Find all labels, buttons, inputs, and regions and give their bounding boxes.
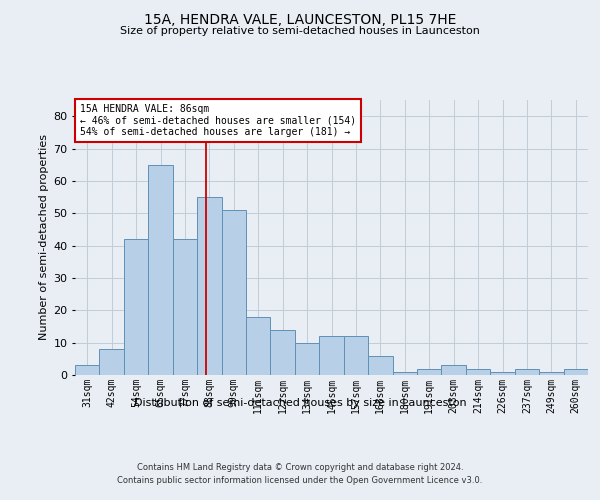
Bar <box>173 239 197 375</box>
Text: 15A HENDRA VALE: 86sqm
← 46% of semi-detached houses are smaller (154)
54% of se: 15A HENDRA VALE: 86sqm ← 46% of semi-det… <box>80 104 356 138</box>
Bar <box>319 336 344 375</box>
Bar <box>75 366 100 375</box>
Bar <box>100 349 124 375</box>
Text: Size of property relative to semi-detached houses in Launceston: Size of property relative to semi-detach… <box>120 26 480 36</box>
Bar <box>271 330 295 375</box>
Text: Distribution of semi-detached houses by size in Launceston: Distribution of semi-detached houses by … <box>134 398 466 407</box>
Bar <box>392 372 417 375</box>
Bar <box>221 210 246 375</box>
Bar <box>246 317 271 375</box>
Bar <box>148 164 173 375</box>
Bar <box>295 342 319 375</box>
Bar <box>197 197 221 375</box>
Bar <box>344 336 368 375</box>
Bar <box>563 368 588 375</box>
Bar <box>490 372 515 375</box>
Bar <box>417 368 442 375</box>
Bar <box>368 356 392 375</box>
Text: Contains public sector information licensed under the Open Government Licence v3: Contains public sector information licen… <box>118 476 482 485</box>
Bar <box>466 368 490 375</box>
Bar <box>515 368 539 375</box>
Bar <box>124 239 148 375</box>
Y-axis label: Number of semi-detached properties: Number of semi-detached properties <box>39 134 49 340</box>
Bar <box>442 366 466 375</box>
Text: 15A, HENDRA VALE, LAUNCESTON, PL15 7HE: 15A, HENDRA VALE, LAUNCESTON, PL15 7HE <box>144 12 456 26</box>
Text: Contains HM Land Registry data © Crown copyright and database right 2024.: Contains HM Land Registry data © Crown c… <box>137 462 463 471</box>
Bar <box>539 372 563 375</box>
